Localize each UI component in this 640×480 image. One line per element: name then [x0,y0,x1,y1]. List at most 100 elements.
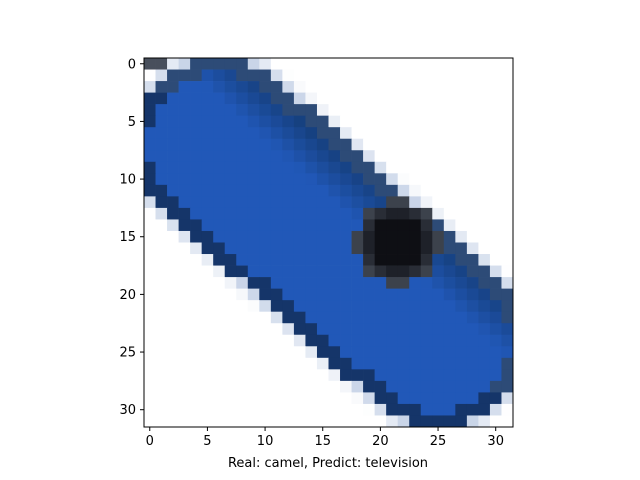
image-pixel [144,219,156,232]
image-pixel [328,357,341,370]
image-pixel [374,150,387,163]
image-pixel [501,392,514,405]
image-pixel [236,173,249,186]
image-pixel [259,380,272,393]
image-pixel [443,173,456,186]
image-pixel [501,369,514,382]
image-pixel [466,277,479,289]
image-pixel [501,346,514,359]
image-pixel [293,92,306,105]
image-pixel [489,311,502,324]
image-pixel [201,334,214,347]
image-pixel [178,115,191,128]
image-pixel [443,150,456,163]
image-pixel [236,392,249,405]
image-pixel [316,277,329,289]
image-pixel [190,392,203,405]
image-pixel [374,196,387,209]
image-pixel [167,150,179,163]
image-pixel [397,323,410,336]
image-pixel [489,69,502,82]
image-pixel [190,92,203,105]
image-pixel [293,415,306,428]
image-pixel [201,104,214,117]
image-pixel [259,369,272,382]
image-pixel [270,415,283,428]
image-pixel [397,392,410,405]
image-pixel [155,277,168,289]
image-pixel [455,311,468,324]
image-pixel [386,207,399,220]
image-pixel [363,415,375,428]
image-pixel [443,81,456,93]
image-pixel [489,392,502,405]
image-pixel [409,392,422,405]
image-pixel [247,242,260,255]
image-pixel [455,219,468,232]
image-pixel [409,184,422,197]
image-pixel [190,219,203,232]
image-pixel [178,138,191,151]
image-pixel [501,277,514,289]
image-pixel [316,115,329,128]
image-pixel [328,277,341,289]
image-pixel [293,219,306,232]
x-tick-label: 10 [257,434,274,449]
image-pixel [190,265,203,278]
y-tick-label: 15 [119,230,136,245]
image-pixel [432,230,445,243]
image-pixel [386,69,399,82]
image-pixel [386,346,399,359]
image-pixel [328,311,341,324]
image-pixel [386,254,399,266]
image-pixel [363,265,375,278]
image-pixel [190,161,203,174]
image-pixel [305,92,318,105]
image-pixel [489,150,502,163]
image-pixel [155,242,168,255]
image-pixel [328,173,341,186]
image-pixel [155,196,168,209]
image-pixel [351,346,364,359]
image-pixel [259,230,272,243]
image-pixel [443,115,456,128]
image-pixel [224,173,237,186]
image-pixel [224,265,237,278]
image-pixel [466,300,479,313]
image-pixel [316,161,329,174]
image-pixel [224,104,237,117]
image-pixel [489,92,502,105]
image-pixel [201,207,214,220]
image-pixel [478,380,491,393]
image-pixel [409,415,422,428]
image-pixel [270,277,283,289]
image-pixel [316,254,329,266]
image-pixel [167,81,179,93]
image-pixel [213,104,226,117]
image-pixel [501,81,514,93]
image-pixel [178,265,191,278]
image-pixel [478,392,491,405]
image-pixel [351,115,364,128]
image-pixel [224,392,237,405]
image-pixel [432,357,445,370]
image-pixel [363,207,375,220]
image-pixel [386,369,399,382]
image-pixel [409,288,422,301]
image-pixel [270,265,283,278]
image-pixel [432,184,445,197]
image-pixel [501,115,514,128]
image-pixel [501,184,514,197]
image-pixel [247,369,260,382]
image-pixel [213,242,226,255]
image-pixel [397,173,410,186]
image-pixel [305,161,318,174]
image-pixel [247,415,260,428]
image-pixel [455,196,468,209]
image-pixel [432,150,445,163]
image-pixel [340,415,352,428]
image-pixel [167,58,179,70]
image-pixel [305,115,318,128]
image-pixel [282,207,295,220]
